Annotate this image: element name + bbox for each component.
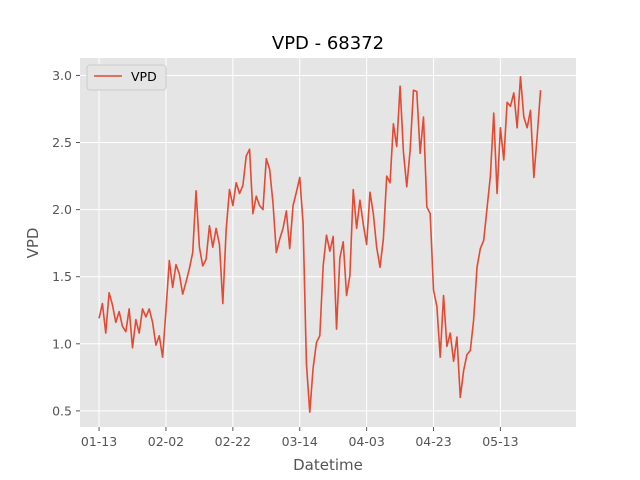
y-tick-label: 3.0 [52, 68, 72, 83]
y-tick-label: 2.0 [52, 202, 72, 217]
series-line-vpd [98, 75, 542, 414]
x-tick-label: 04-03 [348, 434, 384, 449]
x-tick-label: 01-13 [81, 434, 117, 449]
x-tick-label: 04-23 [415, 434, 451, 449]
legend: VPD [86, 64, 167, 91]
y-tick-label: 1.5 [52, 269, 72, 284]
y-axis-label: VPD [24, 228, 42, 259]
legend-label: VPD [131, 69, 157, 84]
legend-box [86, 64, 167, 91]
chart-title: VPD - 68372 [272, 33, 384, 54]
x-tick-label: 03-14 [282, 434, 318, 449]
y-tick-label: 2.5 [52, 135, 72, 150]
x-tick-label: 02-22 [215, 434, 251, 449]
x-tick-label: 05-13 [482, 434, 518, 449]
y-tick-label: 1.0 [52, 336, 72, 351]
x-axis-label: Datetime [293, 456, 363, 474]
series-layer [98, 75, 542, 414]
y-tick-label: 0.5 [52, 403, 72, 418]
axis-ticks: 0.5 1.0 1.5 2.0 2.5 3.0 01-13 02-02 02-22 03-14 04… [52, 68, 518, 449]
x-tick-label: 02-02 [148, 434, 184, 449]
